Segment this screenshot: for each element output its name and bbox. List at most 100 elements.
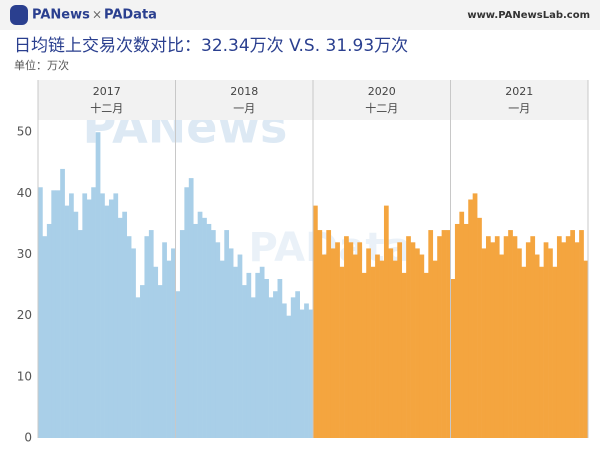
panel-header xyxy=(450,80,588,120)
bar xyxy=(317,230,323,438)
bar xyxy=(534,254,540,438)
y-tick-label: 10 xyxy=(17,369,32,383)
brand-cross: × xyxy=(92,8,102,22)
bar xyxy=(184,187,190,438)
bar xyxy=(193,223,198,438)
y-tick-label: 30 xyxy=(17,247,32,261)
chart-subtitle: 单位：万次 xyxy=(14,58,69,72)
bar xyxy=(379,260,385,438)
bar xyxy=(60,168,65,438)
y-tick-label: 20 xyxy=(17,308,32,322)
bar xyxy=(410,242,416,438)
bar xyxy=(264,279,269,438)
bar xyxy=(113,193,119,438)
panel-year: 2017 xyxy=(93,85,121,98)
panel-header xyxy=(38,80,176,120)
bar xyxy=(503,236,509,438)
bar xyxy=(38,187,43,438)
bar xyxy=(512,236,518,438)
panel-year: 2021 xyxy=(505,85,533,98)
brand: PANews xyxy=(32,8,90,23)
bar xyxy=(477,217,482,438)
bar xyxy=(348,242,354,438)
bar xyxy=(166,260,172,438)
panel-year: 2018 xyxy=(230,85,258,98)
bar xyxy=(344,236,349,438)
bar xyxy=(117,217,123,438)
bar xyxy=(171,248,176,438)
bar xyxy=(255,272,261,438)
bar xyxy=(277,279,283,438)
brand: PAData xyxy=(104,8,157,23)
bar xyxy=(361,272,367,438)
bar xyxy=(375,254,380,438)
bar xyxy=(135,297,141,438)
bar xyxy=(370,266,376,438)
bar xyxy=(228,248,234,438)
bar xyxy=(215,242,221,438)
bar xyxy=(543,242,549,438)
panel-header xyxy=(313,80,451,120)
bar xyxy=(290,297,296,438)
bar xyxy=(202,217,207,438)
bar xyxy=(423,272,429,438)
bar xyxy=(406,236,411,438)
bar xyxy=(313,205,318,438)
bar xyxy=(579,230,584,438)
bar xyxy=(499,254,505,438)
header-bar xyxy=(0,0,600,30)
y-tick-label: 50 xyxy=(17,125,32,139)
bar xyxy=(494,236,500,438)
panel-month: 一月 xyxy=(233,102,255,115)
chart-title: 日均链上交易次数对比：32.34万次 V.S. 31.93万次 xyxy=(14,36,408,56)
bar xyxy=(250,297,256,438)
bar xyxy=(454,223,460,438)
bar xyxy=(330,248,336,438)
bar xyxy=(206,223,212,438)
bar xyxy=(508,230,513,438)
bar xyxy=(104,205,110,438)
bar xyxy=(383,205,389,438)
bar xyxy=(73,211,79,438)
bar xyxy=(561,242,567,438)
bar xyxy=(153,266,159,438)
bar xyxy=(77,230,83,438)
bar xyxy=(268,297,274,438)
bar xyxy=(148,230,154,438)
bar xyxy=(388,248,394,438)
logo-icon xyxy=(10,5,28,25)
bar xyxy=(525,242,531,438)
bar xyxy=(197,211,203,438)
bar xyxy=(233,266,238,438)
bar xyxy=(517,248,522,438)
y-tick-label: 0 xyxy=(24,431,32,445)
bar xyxy=(157,285,163,438)
bar xyxy=(179,230,185,438)
panel-month: 十二月 xyxy=(365,101,398,115)
bar xyxy=(565,236,571,438)
bar xyxy=(450,279,456,438)
panel-year: 2020 xyxy=(368,85,396,98)
bar xyxy=(401,272,407,438)
bar xyxy=(86,199,92,438)
bar xyxy=(485,236,491,438)
bar xyxy=(131,248,136,438)
bar xyxy=(481,248,487,438)
bar xyxy=(175,291,181,438)
bar xyxy=(441,230,447,438)
bar xyxy=(574,242,580,438)
bar xyxy=(122,211,128,438)
bar xyxy=(326,230,332,438)
bar xyxy=(82,193,88,438)
bar xyxy=(259,266,265,438)
bar xyxy=(308,309,314,438)
bar xyxy=(224,230,230,438)
bar xyxy=(437,236,442,438)
panel-month: 十二月 xyxy=(90,101,123,115)
bar xyxy=(242,285,247,438)
bar xyxy=(530,236,536,438)
site: www.PANewsLab.com xyxy=(467,10,590,21)
bar xyxy=(539,266,544,438)
bar xyxy=(339,266,345,438)
